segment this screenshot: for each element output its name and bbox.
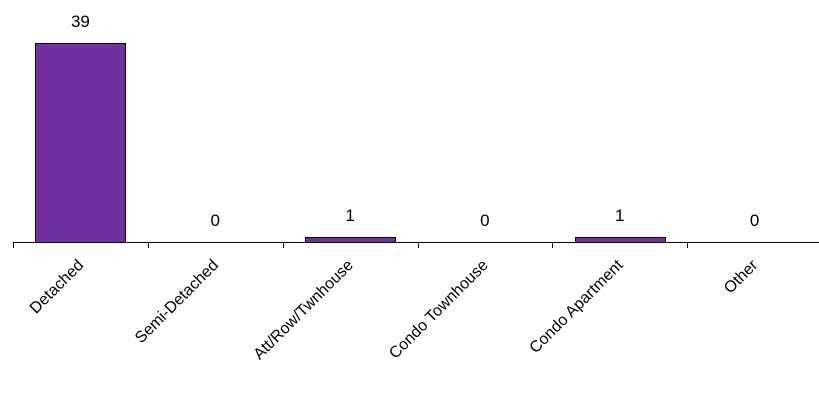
data-label: 39 (71, 12, 90, 31)
bar-condo-apartment (575, 237, 666, 243)
bars-group (35, 43, 666, 243)
category-label: Att/Row/Twnhouse (251, 257, 357, 363)
category-label: Other (721, 256, 762, 297)
data-label: 0 (750, 211, 759, 230)
data-label: 0 (211, 211, 220, 230)
data-label: 0 (480, 211, 489, 230)
bar-detached (35, 43, 126, 243)
x-axis (13, 242, 819, 248)
category-labels-group: Detached Semi-Detached Att/Row/Twnhouse Con… (27, 256, 762, 363)
bar-att-row-twnhouse (305, 237, 396, 243)
category-label: Detached (27, 257, 87, 317)
category-label: Condo Apartment (527, 256, 627, 356)
data-labels-group: 39 0 1 0 1 0 (71, 12, 759, 230)
data-label: 1 (615, 206, 624, 225)
data-label: 1 (345, 206, 354, 225)
category-label: Semi-Detached (132, 257, 222, 347)
category-label: Condo Townhouse (386, 257, 492, 363)
